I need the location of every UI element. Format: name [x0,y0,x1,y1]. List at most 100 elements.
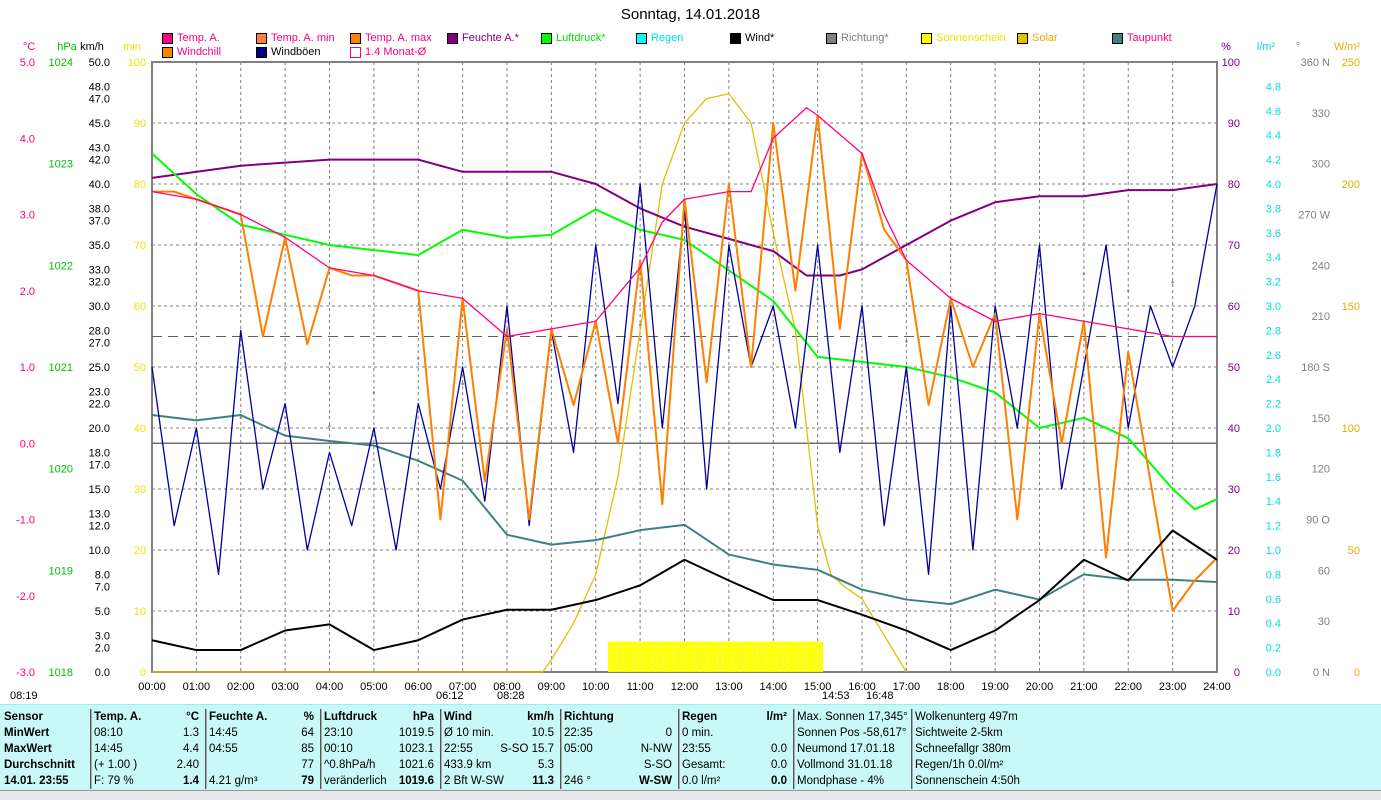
stats-label: Vollmond 31.01.18 [797,759,893,771]
direction-point [195,442,198,445]
stats-row: veränderlich 1019.6 [320,773,440,789]
axis-tick-label: 13.0 [89,508,110,520]
stats-panel: Sensor MinWert MaxWert Durchschnitt 14.01. 2… [0,704,1381,791]
legend-swatch-icon [162,46,173,58]
stats-row: 14:45 4.4 [90,741,205,757]
axis-tick-label: 1024 [49,57,73,69]
axis-tick-label: 360 N [1301,57,1330,69]
axis-tick-label: 0.0 [95,667,110,679]
axis-tick-label: 330 [1312,108,1330,120]
axis-tick-label: 1023 [49,159,73,171]
legend-item: Windchill [162,46,221,58]
axis-tick-label: 17.0 [89,460,110,472]
direction-point [1171,281,1174,284]
axis-tick-label: 0.4 [1266,618,1281,630]
stats-value: 10.5 [531,727,554,739]
legend-swatch-icon [447,32,458,44]
stats-label: Sensor [4,711,43,723]
x-tick-label: 01:00 [183,681,211,693]
stats-label: MaxWert [4,743,52,755]
stats-column: Luftdruck hPa 23:10 1019.5 00:10 1023.1 ^0.8hP… [320,709,442,789]
stats-label: 246 ° [564,775,591,787]
stats-row: Wolkenunterg 497m [911,709,1051,725]
axis-tick-label: 2.6 [1266,350,1281,362]
stats-row: Max. Sonnen 17,345° [793,709,911,725]
stats-value: 1019.6 [398,775,434,787]
stats-label: Wind [444,711,472,723]
axis-tick-label: 1.0 [1266,545,1281,557]
direction-point [1082,272,1086,276]
stats-label: Regen/1h 0.0l/m² [915,759,1004,771]
stats-value: 0.0 [771,775,787,787]
axis-tick-label: 240 [1312,260,1330,272]
direction-point [461,382,464,386]
x-tick-label: 11:00 [627,681,654,693]
direction-point [372,391,376,394]
stats-label: 4.21 g/m³ [209,775,258,787]
axis-tick-label: 80 [134,179,146,191]
stats-column: Regen l/m² 0 min. 23:55 0.0 Gesamt: 0.0 0.0 l/m… [678,709,795,789]
stats-value: 85 [301,743,314,755]
axis-tick-label: 1.4 [1266,496,1281,508]
stats-label: Wolkenunterg 497m [915,711,1018,723]
direction-point [417,357,420,360]
stats-row: (+ 1.00 ) 2.40 [90,757,205,773]
stats-value: 1023.1 [398,743,434,755]
axis-tick-label: 0 [1354,667,1360,679]
x-tick-label: 10:00 [582,681,610,693]
legend-swatch-icon [256,46,267,58]
x-tick-label: 07:00 [449,681,477,693]
axis-unit-label: °C [23,41,35,53]
stats-row: 05:00 N-NW [560,741,678,757]
axis-tick-label: 40 [134,423,146,435]
legend-label: Luftdruck* [556,32,606,44]
axis-tick-label: 40 [1228,423,1240,435]
axis-tick-label: 3.4 [1266,252,1281,264]
stats-row: Regen/1h 0.0l/m² [911,757,1051,773]
stats-row: 0.0 l/m² 0.0 [678,773,793,789]
legend-swatch-icon [730,32,741,44]
stats-row: 14.01. 23:55 [0,773,90,789]
axis-tick-label: 38.0 [89,203,110,215]
direction-point [772,331,775,335]
axis-tick-label: 4.8 [1266,81,1281,93]
stats-row: Temp. A. °C [90,709,205,725]
stats-label: Mondphase - 4% [797,775,884,787]
stats-value: 64 [301,727,314,739]
stats-column: Richtung 22:35 0 05:00 N-NW S-SO 246 ° W-SW [560,709,680,789]
axis-tick-label: 50 [134,362,146,374]
chart-svg: 00:00 01:00 02:00 03:00 04:00 05:00 06:00 07:00… [16,41,1360,693]
stats-label: Luftdruck [324,711,378,723]
stats-value: 1.4 [183,775,199,787]
axis-tick-label: 2.8 [1266,325,1281,337]
direction-point [328,425,331,428]
legend-swatch-icon [162,32,173,44]
stats-row: 14:45 64 [205,725,320,741]
stats-row: 2 Bft W-SW 11.3 [440,773,560,789]
legend-swatch-icon [350,32,361,44]
stats-label: Neumond 17.01.18 [797,743,895,755]
axis-tick-label: 30.0 [89,301,110,313]
direction-point [1215,306,1219,309]
stats-row: 00:10 1023.1 [320,741,440,757]
axis-unit-label: ° [1296,41,1300,53]
axis-tick-label: 4.2 [1266,155,1281,167]
axis-tick-label: 3.6 [1266,228,1281,240]
axis-tick-label: 8.0 [95,569,110,581]
legend-label: Feuchte A.* [462,32,519,44]
axis-tick-label: 90 O [1306,515,1330,527]
stats-column: Wind km/h Ø 10 min. 10.5 22:55 S-SO 15.7 433.9… [440,709,562,789]
stats-value: 4.4 [183,743,199,755]
stats-label: Sonnen Pos -58,617° [797,727,907,739]
stats-value: S-SO 15.7 [500,743,554,755]
axis-tick-label: 3.0 [95,630,110,642]
stats-row: Sensor [0,709,90,725]
direction-point [816,298,819,301]
x-tick-label: 21:00 [1070,681,1098,693]
x-tick-label: 06:00 [404,681,432,693]
legend-label: Taupunkt [1127,32,1172,44]
stats-label: Ø 10 min. [444,727,494,739]
series-line-solar [152,93,907,673]
legend-label: Solar [1032,32,1058,44]
moonset-annotation: 06:12 [436,690,464,702]
